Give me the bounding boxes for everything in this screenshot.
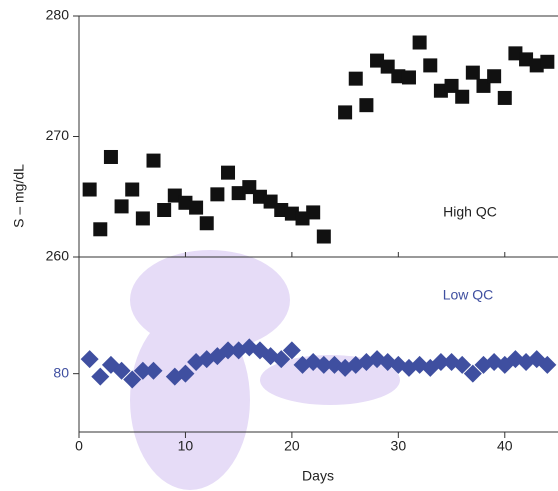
marker (433, 83, 448, 98)
marker (80, 350, 99, 369)
marker (231, 186, 246, 201)
marker (125, 182, 140, 197)
y-tick-label: 280 (46, 7, 70, 23)
x-tick-label: 40 (497, 438, 513, 454)
marker (295, 211, 310, 226)
marker (91, 367, 110, 386)
marker (314, 355, 333, 374)
marker (82, 182, 97, 197)
marker (401, 70, 416, 85)
marker (453, 355, 472, 374)
marker (133, 361, 152, 380)
marker (431, 353, 450, 371)
marker (123, 370, 142, 389)
marker (519, 52, 534, 67)
marker (178, 195, 193, 210)
annotation: Low QC (443, 287, 494, 303)
marker (359, 98, 374, 113)
marker (476, 78, 491, 93)
marker (135, 211, 150, 226)
marker (540, 54, 555, 69)
marker (348, 71, 363, 86)
marker (538, 355, 557, 374)
y-tick-label: 270 (46, 127, 70, 143)
marker (114, 199, 129, 214)
marker (242, 180, 257, 195)
marker (167, 188, 182, 203)
marker (189, 200, 204, 215)
y-axis-label: S – mg/dL (11, 164, 27, 228)
marker (391, 69, 406, 84)
marker (529, 58, 544, 73)
marker (455, 89, 470, 104)
marker (497, 90, 512, 105)
marker (316, 229, 331, 244)
marker (93, 222, 108, 237)
marker (272, 350, 291, 369)
x-tick-label: 0 (75, 438, 83, 454)
marker (412, 35, 427, 50)
marker (112, 361, 131, 380)
x-tick-label: 30 (391, 438, 407, 454)
x-tick-label: 10 (178, 438, 194, 454)
marker (282, 341, 301, 360)
marker (370, 53, 385, 68)
marker (380, 59, 395, 74)
marker (146, 153, 161, 168)
annotation: High QC (443, 204, 497, 220)
y-tick-label: 260 (46, 248, 70, 264)
marker (274, 203, 289, 218)
marker (487, 69, 502, 84)
marker (306, 205, 321, 220)
marker (338, 105, 353, 120)
marker (210, 187, 225, 202)
marker (176, 364, 195, 383)
marker (284, 206, 299, 221)
marker (465, 65, 480, 80)
marker (463, 364, 482, 383)
x-tick-label: 20 (284, 438, 300, 454)
marker (508, 46, 523, 61)
marker (252, 189, 267, 204)
marker (263, 194, 278, 209)
marker (199, 216, 214, 231)
marker (157, 203, 172, 218)
marker (144, 361, 163, 380)
y-tick-label: 80 (53, 364, 69, 380)
marker (219, 341, 238, 360)
marker (444, 78, 459, 93)
marker (423, 58, 438, 73)
marker (221, 165, 236, 180)
x-axis-label: Days (302, 468, 334, 484)
marker (103, 149, 118, 164)
